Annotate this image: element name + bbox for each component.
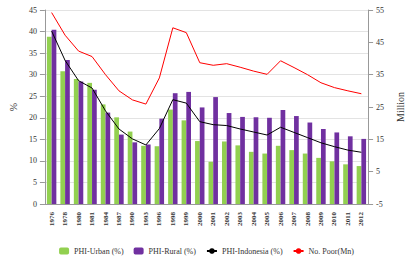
- svg-text:1996: 1996: [155, 212, 163, 227]
- svg-text:2008: 2008: [304, 212, 312, 227]
- svg-text:5: 5: [33, 178, 37, 187]
- svg-text:30: 30: [29, 70, 37, 79]
- svg-text:PHI-Rural (%): PHI-Rural (%): [149, 247, 197, 256]
- svg-text:25: 25: [376, 103, 384, 112]
- svg-text:1980: 1980: [75, 212, 83, 227]
- svg-text:2001: 2001: [209, 212, 217, 227]
- svg-text:1998: 1998: [169, 212, 177, 227]
- svg-text:1981: 1981: [88, 212, 96, 227]
- svg-text:5: 5: [376, 167, 380, 176]
- svg-text:PHI-Urban (%): PHI-Urban (%): [74, 247, 124, 256]
- svg-text:PHI-Indonesia (%): PHI-Indonesia (%): [222, 247, 283, 256]
- svg-text:1976: 1976: [48, 212, 56, 227]
- svg-text:15: 15: [376, 135, 384, 144]
- svg-text:%: %: [8, 103, 19, 111]
- svg-text:1993: 1993: [142, 212, 150, 227]
- svg-text:2011: 2011: [344, 212, 352, 226]
- svg-text:2000: 2000: [196, 212, 204, 227]
- svg-text:1984: 1984: [102, 212, 110, 227]
- svg-text:1987: 1987: [115, 212, 123, 227]
- svg-text:45: 45: [29, 6, 37, 15]
- svg-text:1990: 1990: [128, 212, 136, 227]
- svg-text:2002: 2002: [223, 212, 231, 227]
- svg-text:15: 15: [29, 135, 37, 144]
- svg-text:2009: 2009: [317, 212, 325, 227]
- svg-text:2003: 2003: [236, 212, 244, 227]
- svg-text:55: 55: [376, 6, 384, 15]
- svg-text:0: 0: [33, 200, 37, 209]
- svg-text:-5: -5: [376, 200, 383, 209]
- svg-text:2006: 2006: [277, 212, 285, 227]
- svg-text:35: 35: [376, 70, 384, 79]
- svg-text:40: 40: [29, 27, 37, 36]
- svg-text:Million: Million: [395, 92, 406, 122]
- svg-text:1999: 1999: [182, 212, 190, 227]
- svg-text:2004: 2004: [250, 212, 258, 227]
- svg-text:1978: 1978: [61, 212, 69, 227]
- svg-text:2010: 2010: [330, 212, 338, 227]
- svg-text:20: 20: [29, 113, 37, 122]
- svg-text:2005: 2005: [263, 212, 271, 227]
- svg-text:35: 35: [29, 49, 37, 58]
- svg-text:No. Poor(Mn): No. Poor(Mn): [309, 247, 355, 256]
- svg-text:2007: 2007: [290, 212, 298, 227]
- svg-text:10: 10: [29, 156, 37, 165]
- svg-text:2012: 2012: [357, 212, 365, 227]
- svg-text:25: 25: [29, 92, 37, 101]
- svg-text:45: 45: [376, 38, 384, 47]
